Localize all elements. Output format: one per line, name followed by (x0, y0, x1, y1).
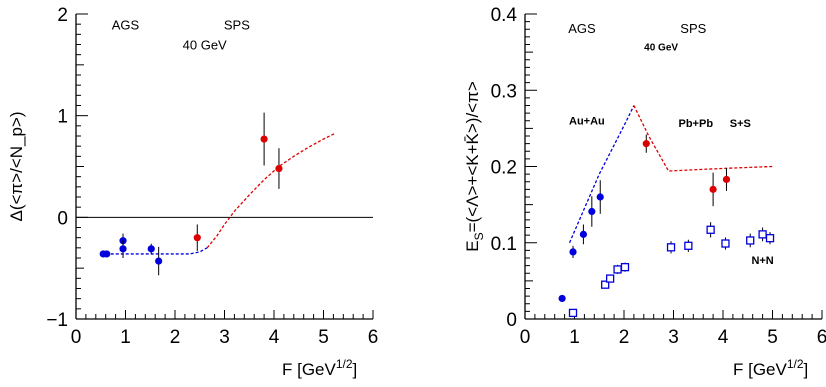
data-point-open-square (605, 274, 615, 283)
data-point (722, 175, 731, 184)
x-tick-label: 5 (767, 327, 778, 348)
data-point-open-square (684, 241, 693, 250)
annotation-label: SPS (224, 17, 250, 32)
y-tick-label: 0 (57, 208, 68, 229)
y-tick-label: 0.2 (491, 158, 517, 179)
y-tick-label: −1 (46, 310, 68, 331)
data-point (558, 294, 566, 303)
annotation-label: AGS (568, 21, 596, 36)
x-tick-label: 6 (368, 327, 379, 348)
data-point (596, 193, 604, 201)
data-point-open-square (620, 262, 630, 272)
annotation-label: 40 GeV (644, 43, 678, 54)
annotation-label: Au+Au (569, 116, 605, 128)
data-point (709, 185, 717, 193)
data-point-open-square (721, 239, 730, 248)
model-curve-1 (633, 105, 773, 172)
y-axis-title: Δ(<π>/<N_p>) (7, 111, 26, 221)
y-tick-label: 0.4 (491, 5, 518, 26)
y-axis-title: ES=(<Λ>+<K+K̄>)/<π> (463, 81, 486, 252)
x-tick-label: 2 (170, 327, 181, 348)
right-chart-panel: 0 1 2 3 4 5 6 0 0.1 0.2 0.3 0.4 F [GeV1/2] ES=(<Λ>+<K… (463, 5, 826, 379)
model-curve-0 (568, 105, 635, 244)
model-curve-1 (206, 132, 337, 249)
annotation-label: 40 GeV (183, 38, 227, 53)
data-point (642, 140, 650, 148)
x-axis-title: F [GeV1/2] (282, 357, 357, 379)
x-tick-label: 1 (569, 327, 580, 348)
x-tick-label: 0 (520, 327, 531, 348)
data-point-open-square (706, 225, 715, 234)
annotation-label: SPS (680, 21, 706, 36)
data-point-open-square (666, 243, 676, 252)
x-axis-title: F [GeV1/2] (733, 357, 808, 379)
y-tick-label: 0 (506, 310, 517, 331)
data-point (119, 245, 127, 253)
data-point (147, 245, 155, 253)
annotation-label: N+N (751, 255, 773, 267)
data-point (579, 230, 588, 238)
y-tick-label: 1 (57, 107, 68, 128)
x-tick-label: 1 (120, 327, 131, 348)
x-tick-label: 4 (718, 327, 729, 348)
x-tick-label: 4 (269, 327, 280, 348)
data-point-open-square (746, 236, 755, 245)
annotation-label: AGS (112, 17, 140, 32)
data-point (588, 207, 596, 216)
y-tick-label: 0.1 (491, 234, 517, 255)
data-point (260, 135, 268, 143)
x-tick-label: 3 (219, 327, 230, 348)
annotation-label: S+S (730, 118, 751, 130)
data-point-open-square (758, 230, 767, 239)
x-tick-label: 0 (71, 327, 82, 348)
x-tick-label: 6 (817, 327, 826, 348)
data-point (569, 248, 577, 256)
data-point (275, 164, 283, 173)
y-tick-label: 0.3 (491, 81, 517, 102)
data-point-open-square (613, 265, 622, 274)
data-point-open-square (568, 308, 578, 318)
annotation-label: Pb+Pb (679, 118, 714, 130)
data-point (103, 250, 111, 258)
y-tick-label: 2 (57, 5, 68, 26)
x-tick-label: 2 (619, 327, 630, 348)
data-point (155, 257, 163, 265)
data-point (193, 234, 201, 242)
x-tick-label: 3 (668, 327, 679, 348)
data-point-open-square (765, 234, 775, 243)
data-point-open-square (601, 280, 610, 289)
x-tick-label: 5 (318, 327, 329, 348)
